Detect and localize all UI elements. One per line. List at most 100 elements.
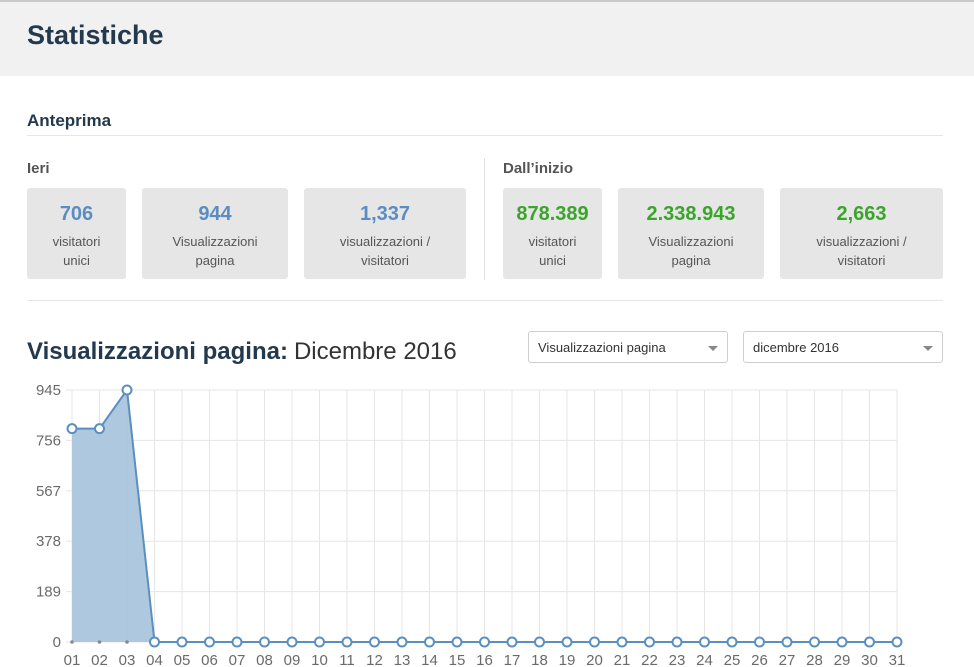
y-tick-label: 756 [36,432,61,449]
x-tick-label: 08 [256,652,273,667]
x-tick-label: 23 [669,652,686,667]
x-tick-label: 18 [531,652,548,667]
overview-title: Anteprima [27,111,112,130]
stat-label: visualizzazioni / visitatori [339,234,431,268]
x-tick-label: 22 [641,652,658,667]
stat-card-yesterday-unique-visitors: 706 visitatori unici [27,188,126,279]
data-point [836,636,848,648]
data-point [259,636,270,648]
x-tick-label: 06 [201,652,218,667]
x-tick-label: 07 [229,652,246,667]
data-point [589,636,600,648]
chart-title: Visualizzazioni pagina: Dicembre 2016 [27,338,457,366]
y-tick-label: 0 [53,634,61,651]
month-select[interactable]: dicembre 2016 [743,331,943,363]
x-tick-label: 03 [119,652,136,667]
stat-value: 944 [198,203,232,225]
x-tick-label: 16 [476,652,493,667]
stat-label: visitatori unici [52,234,101,268]
data-point [424,636,435,648]
data-point [94,423,105,435]
x-tick-label: 09 [284,652,301,667]
stat-label: visitatori unici [528,234,577,268]
stat-value: 2.338.943 [646,203,736,225]
stat-card-yesterday-views-per-visitor: 1,337 visualizzazioni / visitatori [304,188,466,279]
x-tick-label: 31 [889,652,906,667]
data-point [204,636,215,648]
chart-y-axis: 945 756 567 378 189 0 [36,382,61,651]
since-start-label: Dall’inizio [503,160,574,177]
x-tick-label: 26 [751,652,768,667]
y-tick-label: 189 [36,584,61,601]
x-tick-label: 12 [366,652,383,667]
data-point [809,636,820,648]
data-point [754,636,765,648]
yesterday-label: Ieri [27,160,50,177]
data-point [451,636,463,648]
baseline-dot [97,640,102,644]
baseline-dot [125,640,129,644]
month-select-value: dicembre 2016 [753,340,839,355]
x-tick-label: 02 [91,652,108,667]
data-point [341,636,353,648]
data-point [534,636,545,648]
data-point [671,636,683,648]
data-point [369,636,380,648]
x-tick-label: 24 [696,652,713,667]
stat-value: 1,337 [359,203,411,225]
data-point [699,636,710,648]
chart-title-label: Visualizzazioni pagina: [27,338,288,365]
y-tick-label: 567 [36,483,61,500]
overview-title-divider [27,135,943,136]
stat-card-total-views-per-visitor: 2,663 visualizzazioni / visitatori [780,188,943,279]
data-point [864,636,875,648]
chart-period: Dicembre 2016 [293,338,457,365]
stat-card-yesterday-page-views: 944 Visualizzazioni pagina [142,188,288,279]
baseline-dot [70,640,74,644]
page-views-chart: 945 756 567 378 189 0 01 02 03 04 05 06 07 08 09 10 11 1… [36,382,906,667]
data-point [781,636,793,648]
x-tick-label: 25 [724,652,741,667]
page-header: Statistiche [0,2,974,76]
x-tick-label: 19 [559,652,576,667]
chevron-down-icon [708,346,718,351]
stat-value: 706 [59,203,94,225]
data-point [121,384,133,396]
stat-label: Visualizzazioni pagina [648,234,734,268]
stat-card-total-unique-visitors: 878.389 visitatori unici [503,188,602,279]
x-tick-label: 13 [394,652,411,667]
data-point [176,636,188,648]
stat-value: 2,663 [836,203,887,225]
x-tick-label: 30 [861,652,878,667]
chevron-down-icon [923,346,933,351]
data-point [479,636,490,648]
data-point [149,636,160,648]
x-tick-label: 10 [311,652,328,667]
y-tick-label: 945 [36,382,61,399]
x-tick-label: 04 [146,652,163,667]
data-point [506,636,518,648]
metric-select-value: Visualizzazioni pagina [538,340,666,355]
x-tick-label: 27 [779,652,796,667]
x-tick-label: 29 [834,652,851,667]
x-tick-label: 11 [339,652,355,667]
chart-x-axis: 01 02 03 04 05 06 07 08 09 10 11 12 13 14 15 16 17 18 19 20… [64,652,906,667]
metric-select[interactable]: Visualizzazioni pagina [528,331,728,363]
data-point [726,636,738,648]
data-point [231,636,243,648]
stat-value: 878.389 [516,203,589,225]
data-point [561,636,573,648]
stat-label: Visualizzazioni pagina [172,234,258,268]
stat-label: visualizzazioni / visitatori [816,234,907,268]
x-tick-label: 14 [421,652,438,667]
data-point [644,636,655,648]
group-divider [484,158,485,280]
data-point [891,636,903,648]
data-point [286,636,298,648]
x-tick-label: 01 [64,652,81,667]
data-point [66,423,78,435]
stat-card-total-page-views: 2.338.943 Visualizzazioni pagina [618,188,764,279]
x-tick-label: 05 [174,652,191,667]
page-title: Statistiche [27,20,164,50]
chart-points-layer [66,384,903,648]
